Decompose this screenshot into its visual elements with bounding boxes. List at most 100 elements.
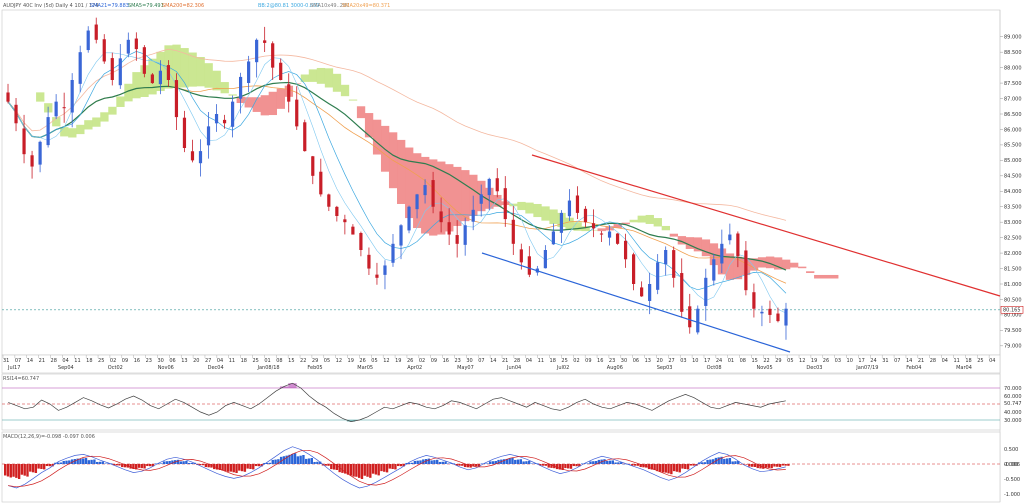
macd-histogram-bar: [62, 460, 65, 464]
cloud-segment: [180, 48, 189, 88]
time-tick-label: 19: [395, 358, 401, 364]
cloud-segment: [765, 256, 775, 269]
candle-body: [54, 101, 58, 117]
candle-body: [263, 40, 267, 43]
candle-body: [447, 222, 451, 235]
time-tick-label: 16: [443, 358, 449, 364]
macd-histogram-bar: [781, 464, 785, 466]
macd-histogram-bar: [522, 461, 525, 464]
macd-histogram-bar: [240, 464, 244, 472]
cloud-segment: [493, 194, 502, 207]
macd-histogram-bar: [218, 464, 222, 470]
macd-histogram-bar: [179, 461, 182, 464]
candle-body: [359, 233, 363, 250]
macd-histogram-bar: [455, 464, 458, 466]
macd-histogram-bar: [725, 458, 729, 464]
macd-histogram-bar: [653, 464, 656, 470]
macd-histogram-bar: [397, 464, 400, 467]
sma-cyan-line: [7, 51, 787, 294]
time-tick-label: 20: [193, 358, 199, 364]
candle-body: [62, 107, 66, 109]
macd-histogram-bar: [413, 460, 417, 464]
time-tick-label: 24: [870, 358, 876, 364]
macd-histogram-bar: [355, 464, 358, 477]
macd-histogram-bar: [502, 459, 506, 464]
candle-body: [495, 178, 499, 192]
candle-body: [118, 58, 122, 86]
macd-histogram-bar: [633, 464, 637, 466]
macd-histogram-bar: [497, 459, 500, 464]
month-label: Jul17: [7, 365, 20, 371]
time-tick-label: 05: [371, 358, 377, 364]
macd-histogram-bar: [597, 459, 601, 464]
candle-body: [567, 200, 572, 217]
macd-histogram-bar: [65, 460, 68, 464]
macd-histogram-bar: [436, 459, 439, 464]
time-tick-label: 30: [466, 358, 472, 364]
cloud-segment: [757, 257, 767, 268]
macd-histogram-bar: [54, 462, 57, 464]
macd-histogram-bar: [787, 464, 790, 466]
macd-histogram-bar: [511, 458, 514, 464]
candle-body: [150, 74, 154, 84]
cloud-segment: [798, 266, 807, 269]
macd-tick-label: -1.000: [1004, 492, 1020, 498]
candle-body: [599, 233, 604, 235]
time-tick-label: 10: [847, 358, 853, 364]
macd-histogram-bar: [505, 458, 509, 464]
cloud-segment: [132, 72, 141, 99]
macd-histogram-bar: [226, 464, 230, 472]
macd-histogram-bar: [257, 464, 261, 467]
time-tick-label: 31: [882, 358, 888, 364]
candle-body: [126, 39, 130, 54]
month-label: Oct08: [707, 365, 722, 371]
price-tick-label: 86.000: [1004, 127, 1022, 133]
macd-histogram-bar: [466, 464, 470, 468]
macd-tick-label: 0.000: [1004, 462, 1018, 468]
price-tick-label: 82.000: [1004, 251, 1022, 257]
macd-histogram-bar: [645, 464, 648, 468]
time-tick-label: 03: [835, 358, 841, 364]
macd-histogram-bar: [168, 461, 171, 464]
macd-histogram-bar: [778, 464, 782, 467]
cloud-segment: [565, 217, 574, 230]
macd-histogram-bar: [767, 464, 771, 468]
sma-green-line: [7, 81, 787, 271]
macd-histogram-bar: [243, 464, 247, 472]
cloud-segment: [525, 202, 534, 214]
cloud-segment: [116, 96, 125, 107]
candle-body: [86, 30, 90, 51]
cloud-segment: [260, 95, 269, 116]
candle-body: [271, 43, 275, 68]
macd-histogram-bar: [416, 460, 419, 464]
chart-header: AUDJPY 40C Inv (5d) Daily 4 101 / 174 SM…: [3, 3, 390, 9]
price-tick-label: 85.000: [1004, 158, 1022, 164]
time-axis: 31 07 14 21 28 04 11 18 25 02 09 16 23 30 06 13 20 27 04 11…: [2, 355, 995, 371]
cloud-segment: [637, 215, 646, 223]
macd-histogram-bar: [508, 458, 511, 464]
macd-histogram-bar: [162, 461, 166, 464]
macd-histogram-bar: [357, 464, 361, 478]
macd-histogram-bar: [444, 461, 447, 464]
cloud-segment: [220, 82, 229, 94]
candle-body: [94, 24, 98, 40]
rsi-tick-label: 30.000: [1004, 418, 1022, 424]
macd-histogram-bar: [190, 462, 194, 464]
macd-histogram-bar: [204, 464, 208, 468]
candle-body: [431, 180, 435, 207]
candle-body: [623, 240, 628, 260]
macd-histogram-bar: [93, 459, 96, 464]
macd-histogram-bar: [210, 464, 213, 468]
macd-histogram-bar: [135, 464, 138, 470]
cloud-segment: [733, 256, 743, 280]
time-tick-label: 30: [621, 358, 627, 364]
macd-histogram-bar: [578, 464, 581, 467]
macd-histogram-bar: [229, 464, 233, 472]
cloud-segment: [308, 69, 318, 82]
time-tick-label: 11: [953, 358, 959, 364]
candle-body: [38, 141, 42, 165]
macd-histogram-bar: [277, 459, 280, 464]
cloud-segment: [693, 237, 703, 252]
macd-histogram-bar: [734, 461, 737, 464]
